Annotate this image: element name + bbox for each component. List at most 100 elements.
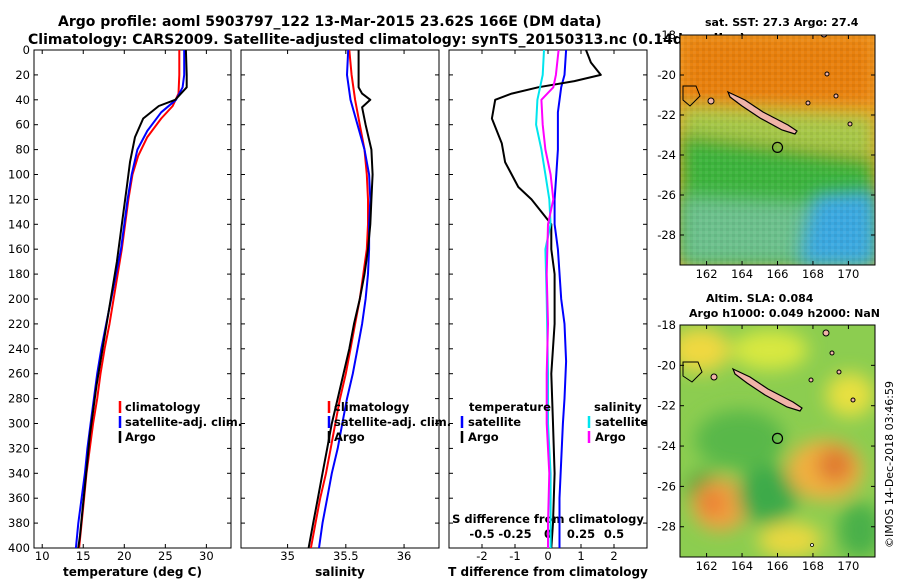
legend-difference: temperature satellite Argo salinity sate…: [460, 400, 648, 444]
y-tick-label: 180: [8, 267, 30, 281]
y-tick-label: 120: [8, 192, 30, 206]
plot-frame: [240, 49, 440, 549]
x-tick-label: 35.5: [333, 549, 359, 563]
x-tick-label: 0: [544, 549, 551, 563]
y-tick-label: 320: [8, 441, 30, 455]
y-tick-label: 40: [15, 93, 30, 107]
y-tick-label: 260: [8, 367, 30, 381]
map-y-tick-label: -26: [657, 188, 676, 202]
map-y-tick-label: -24: [657, 148, 676, 162]
map-x-tick-label: 168: [802, 559, 824, 573]
y-tick-label: 300: [8, 417, 30, 431]
x-tick-label: 10: [35, 549, 50, 563]
x-axis-label: salinity: [315, 565, 365, 579]
sla-map: [680, 325, 875, 557]
map-y-tick-label: -26: [657, 479, 676, 493]
series-line-temperature-satellite: [553, 50, 568, 548]
legend-label-s-satellite: satellite: [595, 415, 648, 429]
map-x-tick-label: 162: [696, 267, 718, 281]
legend-label-argo: Argo: [125, 430, 156, 444]
sla-map-axes: 162 164 166 168 170 -18 -20 -22 -24 -26 -28: [657, 318, 876, 573]
title-line-2: Climatology: CARS2009. Satellite-adjuste…: [28, 32, 746, 48]
y-tick-label: 380: [8, 516, 30, 530]
series-line-salinity-argo: [540, 50, 560, 548]
sla-title-line1: Altim. SLA: 0.084: [706, 292, 814, 305]
legend-label-t-satellite: satellite: [468, 415, 521, 429]
map-x-tick-label: 164: [731, 267, 753, 281]
legend-heading-salinity: salinity: [594, 400, 642, 414]
map-y-tick-label: -28: [657, 520, 676, 534]
series-line-temperature-argo: [490, 50, 602, 548]
y-tick-label: 400: [8, 541, 30, 555]
map-x-tick-label: 168: [802, 267, 824, 281]
map-y-tick-label: -18: [657, 318, 676, 332]
argo-position-marker: [771, 432, 784, 444]
x-axis-label: T difference from climatology: [448, 565, 648, 579]
map-x-tick-label: 166: [767, 559, 789, 573]
y-tick-label: 100: [8, 168, 30, 182]
series-line-argo: [307, 50, 374, 548]
x-tick-label: -1: [509, 549, 520, 563]
salinity-panel: 35 35.5 36 salinity: [240, 49, 440, 579]
s-tick-label: 0.5: [604, 527, 624, 541]
s-tick-label: -0.25: [498, 527, 531, 541]
map-y-tick-label: -22: [657, 108, 676, 122]
temperature-panel: 0 20 40 60 80 100 120 140 160 180 200 220 240 260 280 3…: [8, 43, 232, 579]
title-line-1: Argo profile: aoml 5903797_122 13-Mar-20…: [58, 14, 602, 30]
legend-temperature: climatology satellite-adj. clim. Argo: [118, 400, 242, 444]
y-tick-label: 160: [8, 242, 30, 256]
legend-salinity: climatology satellite-adj. clim. Argo: [327, 400, 451, 444]
sst-map: [680, 35, 875, 265]
x-tick-label: 36: [397, 549, 412, 563]
argo-position-marker: [771, 141, 784, 153]
legend-heading-temperature: temperature: [469, 400, 551, 414]
x-tick-label: 30: [199, 549, 214, 563]
legend-label-climatology: climatology: [334, 400, 410, 414]
y-tick-label: 280: [8, 392, 30, 406]
legend-label-satellite-adj: satellite-adj. clim.: [125, 415, 242, 429]
map-y-tick-label: -28: [657, 228, 676, 242]
x-tick-label: 15: [76, 549, 91, 563]
map-x-tick-label: 166: [767, 267, 789, 281]
legend-label-s-argo: Argo: [595, 430, 626, 444]
x-tick-label: 25: [158, 549, 173, 563]
legend-label-t-argo: Argo: [468, 430, 499, 444]
map-y-tick-label: -20: [657, 358, 676, 372]
map-x-tick-label: 162: [696, 559, 718, 573]
plot-frame: [33, 49, 232, 549]
y-tick-label: 340: [8, 466, 30, 480]
legend-label-argo: Argo: [334, 430, 365, 444]
sst-map-axes: 162 164 166 168 170 -18 -20 -22 -24 -26 -28: [657, 28, 876, 281]
y-tick-label: 140: [8, 217, 30, 231]
y-tick-label: 360: [8, 491, 30, 505]
y-tick-label: 20: [15, 68, 30, 82]
series-line-satellite-adj-clim: [318, 50, 372, 548]
x-tick-label: 2: [610, 549, 617, 563]
map-y-tick-label: -22: [657, 399, 676, 413]
y-tick-label: 240: [8, 342, 30, 356]
map-x-tick-label: 170: [837, 267, 859, 281]
y-tick-label: 200: [8, 292, 30, 306]
y-tick-label: 0: [23, 43, 30, 57]
y-tick-label: 220: [8, 317, 30, 331]
x-tick-label: 1: [577, 549, 584, 563]
s-tick-label: -0.5: [469, 527, 494, 541]
map-x-tick-label: 170: [837, 559, 859, 573]
map-y-tick-label: -24: [657, 439, 676, 453]
y-tick-label: 60: [15, 118, 30, 132]
x-tick-label: 35: [280, 549, 295, 563]
legend-label-climatology: climatology: [125, 400, 201, 414]
y-tick-label: 80: [15, 143, 30, 157]
map-y-tick-label: -18: [657, 28, 676, 42]
x-axis-label: temperature (deg C): [63, 565, 202, 579]
new-caledonia-island: [731, 367, 803, 412]
series-line-satellite-adj-clim: [74, 50, 186, 548]
x-tick-label: 20: [117, 549, 132, 563]
legend-label-satellite-adj: satellite-adj. clim.: [334, 415, 451, 429]
sst-title: sat. SST: 27.3 Argo: 27.4: [705, 16, 859, 29]
sla-title-line2: Argo h1000: 0.049 h2000: NaN: [689, 307, 880, 320]
new-caledonia-island: [726, 90, 798, 135]
imos-stamp: ©IMOS 14-Dec-2018 03:46:59: [883, 381, 896, 548]
